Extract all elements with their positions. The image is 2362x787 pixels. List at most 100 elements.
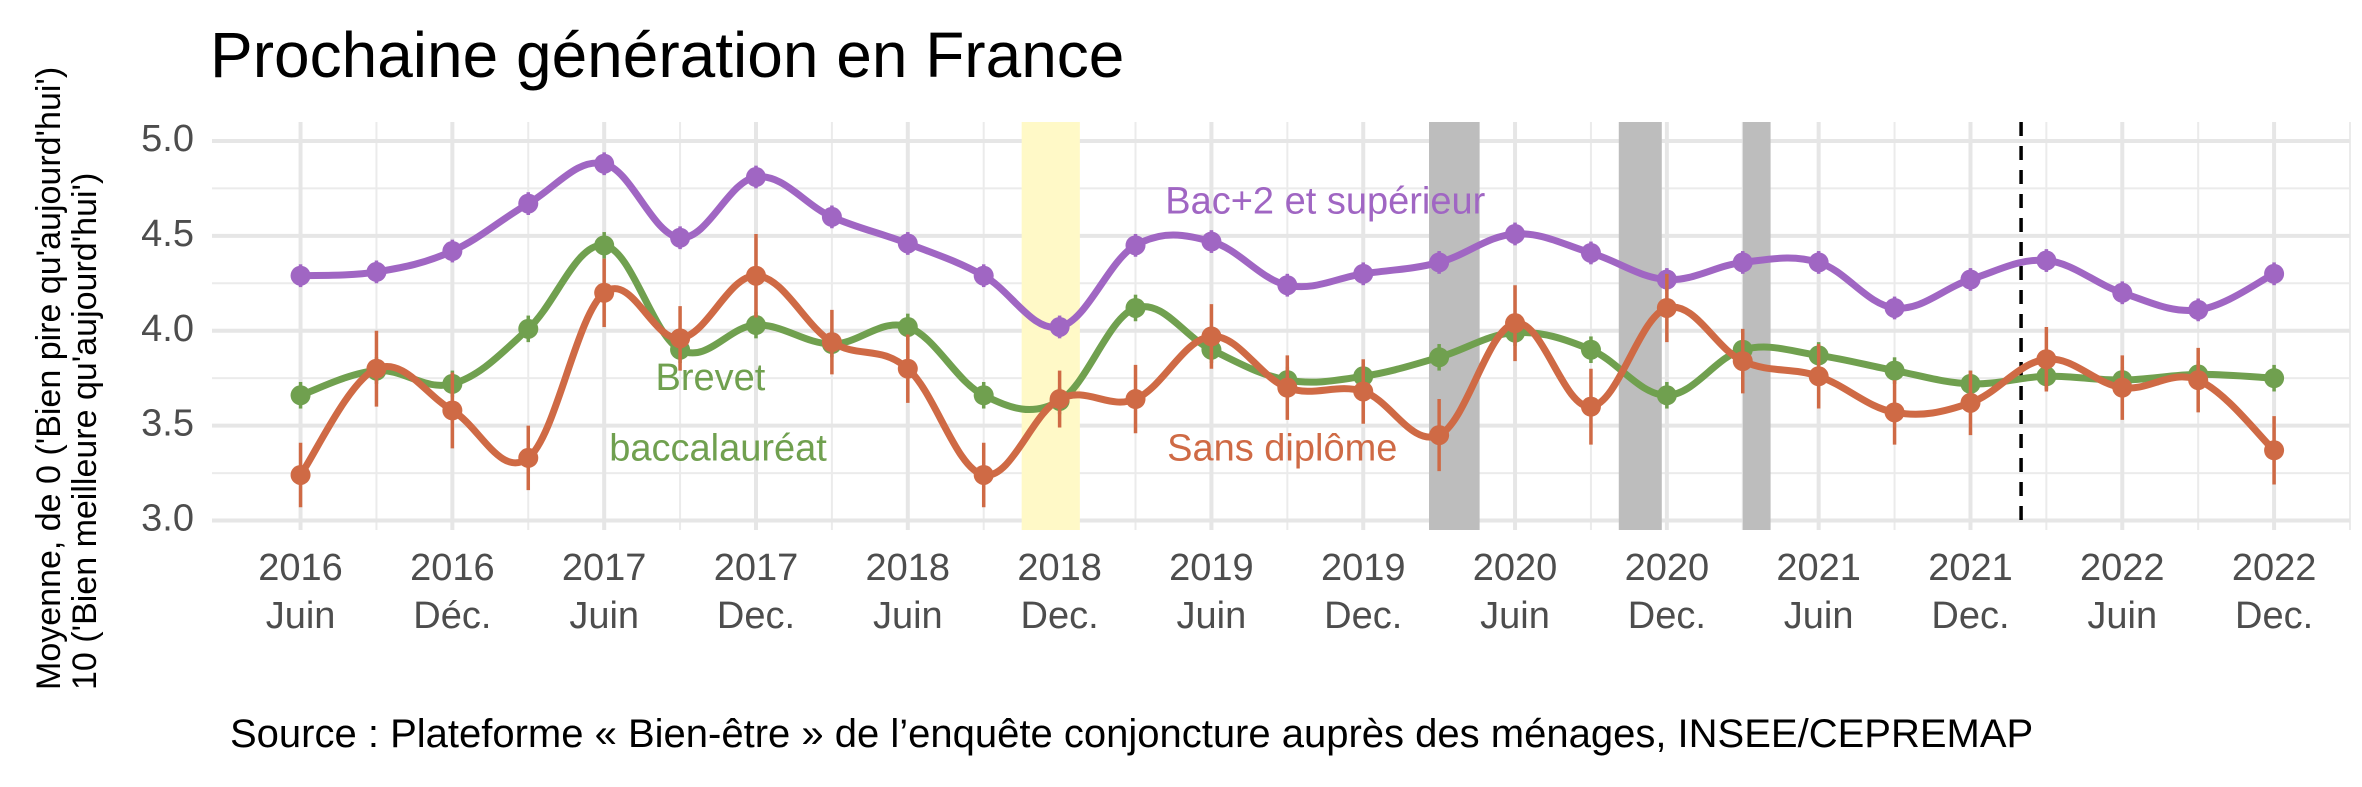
x-tick-label-year: 2016 [410, 547, 495, 589]
data-point [745, 265, 766, 286]
data-point [1960, 269, 1981, 290]
y-tick-label: 3.5 [141, 403, 194, 445]
data-point [1201, 326, 1222, 347]
chart-title: Prochaine génération en France [210, 19, 1125, 91]
data-point [290, 385, 311, 406]
data-point [1884, 297, 1905, 318]
x-tick-label-year: 2019 [1169, 547, 1254, 589]
series-label: Sans diplôme [1167, 427, 1397, 469]
y-tick-label: 3.0 [141, 498, 194, 540]
data-point [1125, 235, 1146, 256]
data-point [2112, 377, 2133, 398]
data-point [1353, 263, 1374, 284]
source-note: Source : Plateforme « Bien-être » de l’e… [230, 712, 2034, 756]
x-tick-label-period: Juin [1480, 595, 1550, 637]
shaded-period [1742, 122, 1771, 530]
y-tick-label: 5.0 [141, 118, 194, 160]
data-point [518, 193, 539, 214]
x-tick-label-period: Dec. [717, 595, 795, 637]
series-2 [290, 233, 2285, 508]
data-point [1429, 425, 1450, 446]
data-point [745, 167, 766, 188]
data-point [1656, 297, 1677, 318]
data-point [2264, 263, 2285, 284]
data-point [745, 315, 766, 336]
x-tick-label-year: 2020 [1625, 547, 1710, 589]
data-point [2036, 349, 2057, 370]
x-tick-label-year: 2022 [2080, 547, 2165, 589]
data-point [1125, 389, 1146, 410]
axes: 3.0 3.5 4.0 4.5 5.0 2016 Juin 2016 Déc. 2017 Juin 2… [141, 118, 2316, 637]
data-point [1884, 360, 1905, 381]
x-tick-label-year: 2022 [2232, 547, 2317, 589]
x-tick-label-period: Déc. [413, 595, 491, 637]
series [290, 152, 2285, 508]
data-point [594, 282, 615, 303]
data-point [1808, 252, 1829, 273]
data-point [1656, 385, 1677, 406]
data-point [1580, 242, 1601, 263]
data-point [2264, 440, 2285, 461]
data-point [1125, 297, 1146, 318]
x-tick-label-year: 2018 [1017, 547, 1102, 589]
y-tick-label: 4.5 [141, 213, 194, 255]
x-tick-label-year: 2017 [714, 547, 799, 589]
data-point [1960, 392, 1981, 413]
data-point [2112, 282, 2133, 303]
x-tick-label-period: Juin [2087, 595, 2157, 637]
x-tick-label-period: Dec. [1931, 595, 2009, 637]
data-point [1353, 381, 1374, 402]
data-point [670, 227, 691, 248]
data-point [1580, 396, 1601, 417]
data-point [1884, 402, 1905, 423]
grid [212, 122, 2351, 530]
series-label: Bac+2 et supérieur [1165, 181, 1485, 223]
data-point [1808, 366, 1829, 387]
series-labels: Bac+2 et supérieur Brevet baccalauréat Sans… [609, 181, 1485, 470]
x-tick-label-year: 2019 [1321, 547, 1406, 589]
data-point [1732, 252, 1753, 273]
data-point [1049, 389, 1070, 410]
data-point [366, 358, 387, 379]
x-tick-label-period: Juin [266, 595, 336, 637]
x-tick-label-year: 2018 [866, 547, 951, 589]
x-tick-label-year: 2016 [258, 547, 343, 589]
data-point [1429, 347, 1450, 368]
data-point [897, 316, 918, 337]
x-tick-label-period: Dec. [1021, 595, 1099, 637]
data-point [2264, 368, 2285, 389]
data-point [442, 241, 463, 262]
data-point [594, 235, 615, 256]
y-tick-label: 4.0 [141, 308, 194, 350]
data-point [2036, 250, 2057, 271]
series-label: Brevet [656, 357, 766, 399]
shaded-period [1618, 122, 1662, 530]
data-point [1201, 231, 1222, 252]
data-point [366, 261, 387, 282]
data-point [1429, 252, 1450, 273]
data-point [518, 447, 539, 468]
data-point [1732, 351, 1753, 372]
data-point [821, 206, 842, 227]
data-point [442, 400, 463, 421]
shaded-periods [1021, 122, 1771, 530]
data-point [670, 328, 691, 349]
x-tick-label-period: Dec. [1324, 595, 1402, 637]
x-tick-label-period: Juin [569, 595, 639, 637]
data-point [973, 265, 994, 286]
data-point [973, 385, 994, 406]
x-tick-label-year: 2017 [562, 547, 647, 589]
x-tick-label-period: Juin [1784, 595, 1854, 637]
data-point [897, 233, 918, 254]
x-tick-label-year: 2021 [1776, 547, 1861, 589]
x-tick-label-year: 2020 [1473, 547, 1558, 589]
data-point [1277, 275, 1298, 296]
x-tick-label-period: Juin [873, 595, 943, 637]
data-point [1049, 316, 1070, 337]
data-point [594, 153, 615, 174]
x-tick-label-year: 2021 [1928, 547, 2013, 589]
data-point [2188, 299, 2209, 320]
x-tick-label-period: Dec. [1628, 595, 1706, 637]
data-point [290, 265, 311, 286]
